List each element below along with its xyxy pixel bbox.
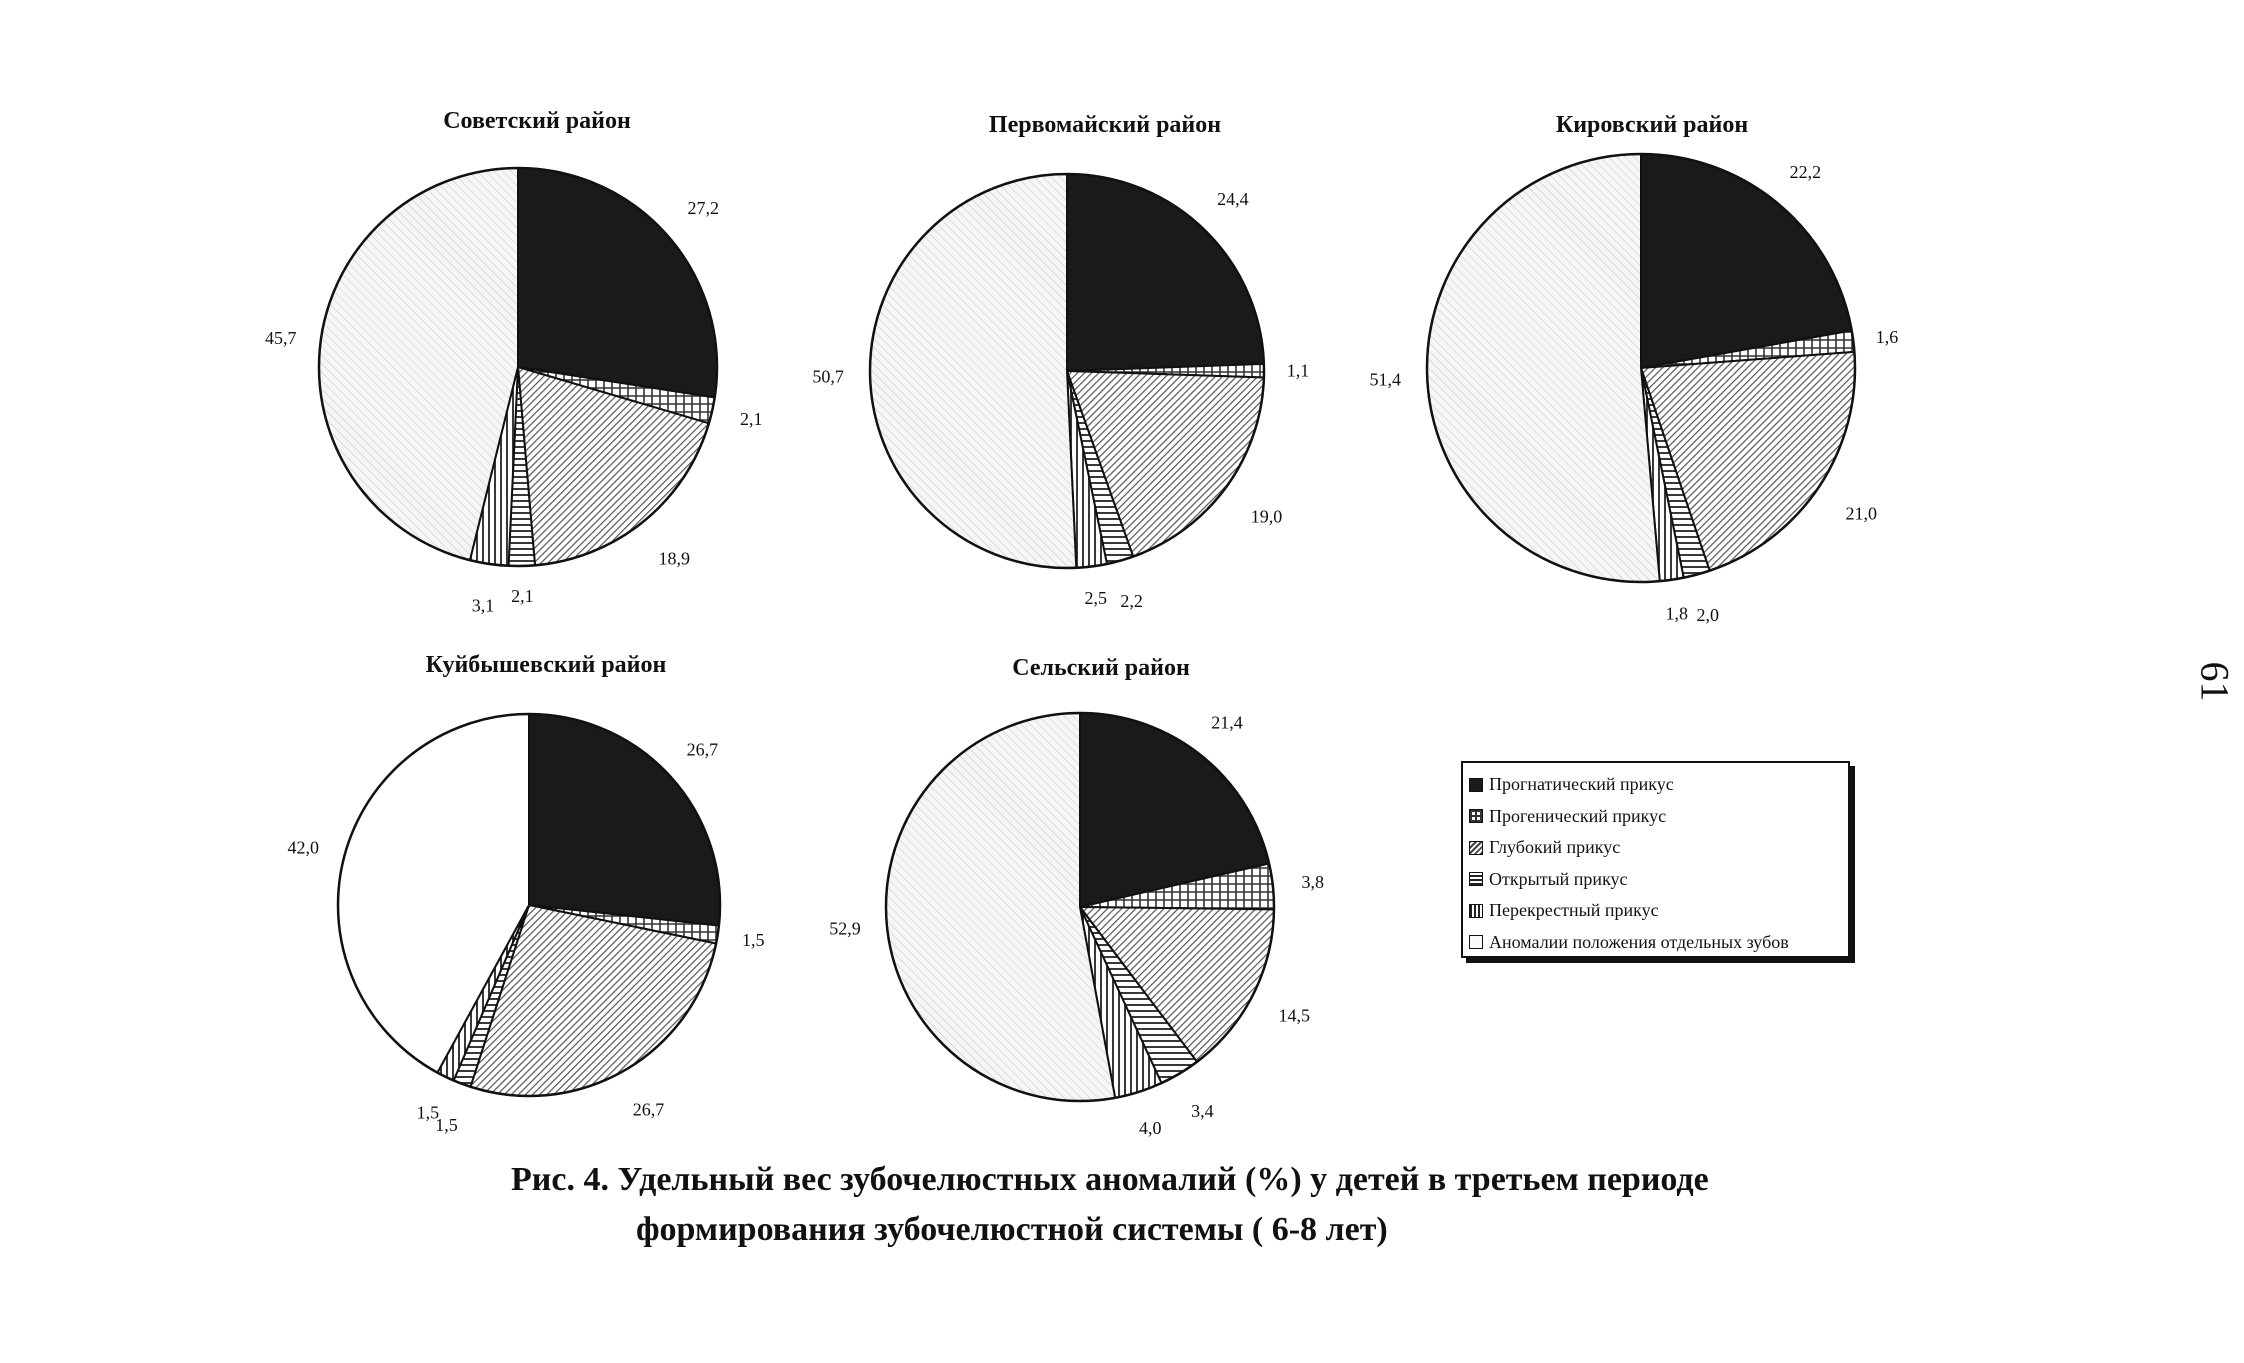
legend-swatch-position [1469, 935, 1483, 950]
legend-item: Аномалии положения отдельных зубов [1469, 927, 1848, 959]
legend-label: Прогенический прикус [1489, 805, 1667, 826]
data-label: 2,1 [740, 409, 763, 429]
pie-chart: 24,4 1,1 19,0 2,2 2,5 50,7 [812, 172, 1310, 611]
figure-caption-line1: Рис. 4. Удельный вес зубочелюстных анома… [511, 1161, 1709, 1198]
chart-title-kuybyshevsky: Куйбышевский район [425, 652, 667, 678]
pie-outline [336, 712, 722, 1098]
pie-chart: 26,71,526,71,51,542,0 [287, 712, 765, 1135]
chart-title-kirovsky: Кировский район [1555, 112, 1749, 138]
data-label: 4,0 [1139, 1118, 1162, 1138]
legend: Прогнатический прикус Прогенический прик… [1461, 761, 1850, 958]
legend-item: Перекрестный прикус [1469, 895, 1848, 927]
legend-item: Прогнатический прикус [1469, 769, 1848, 801]
data-label: 18,9 [658, 548, 690, 568]
data-label: 51,4 [1369, 369, 1401, 389]
data-label: 3,8 [1301, 872, 1324, 892]
pie-chart: 21,4 3,8 14,5 3,4 4,0 52,9 [829, 711, 1324, 1138]
pie-outline [317, 166, 719, 568]
data-label: 1,5 [435, 1115, 458, 1135]
data-label: 1,5 [417, 1103, 440, 1123]
data-label: 2,0 [1697, 605, 1720, 625]
data-label: 2,5 [1084, 588, 1107, 608]
data-label: 45,7 [265, 328, 297, 348]
chart-title-selsky: Сельский район [1012, 655, 1190, 681]
legend-item: Глубокий прикус [1469, 832, 1848, 864]
data-label: 1,5 [742, 930, 765, 950]
legend-label: Открытый прикус [1489, 868, 1628, 889]
legend-item: Открытый прикус [1469, 864, 1848, 896]
data-label: 2,2 [1120, 591, 1143, 611]
data-label: 21,4 [1211, 712, 1243, 732]
chart-title-pervomaysky: Первомайский район [988, 112, 1222, 138]
data-label: 1,8 [1665, 603, 1688, 623]
data-label: 24,4 [1217, 189, 1249, 209]
slice-tooth-position [885, 712, 1117, 1102]
chart-title-sovetsky: Советский район [443, 108, 631, 134]
legend-label: Прогнатический прикус [1489, 774, 1674, 795]
page-number: 61 [2192, 661, 2238, 702]
data-label: 26,7 [633, 1100, 665, 1120]
legend-swatch-progenic [1469, 809, 1483, 824]
pie-outline [884, 711, 1276, 1103]
legend-swatch-open [1469, 872, 1483, 887]
data-label: 27,2 [688, 198, 720, 218]
data-label: 50,7 [812, 367, 844, 387]
data-label: 1,1 [1287, 361, 1310, 381]
data-label: 14,5 [1278, 1005, 1310, 1025]
legend-swatch-cross [1469, 903, 1483, 918]
legend-swatch-deep [1469, 840, 1483, 855]
legend-item: Прогенический прикус [1469, 801, 1848, 833]
pie-outline [868, 172, 1266, 570]
legend-label: Аномалии положения отдельных зубов [1489, 931, 1789, 952]
slice-tooth-position [869, 173, 1078, 569]
data-label: 52,9 [829, 919, 861, 939]
data-label: 21,0 [1845, 504, 1877, 524]
data-label: 3,1 [472, 595, 495, 615]
pie-outline [1425, 152, 1857, 584]
data-label: 19,0 [1251, 507, 1283, 527]
pie-chart: 22,2 1,6 21,0 2,0 1,8 51,4 [1369, 152, 1899, 625]
data-label: 3,4 [1191, 1101, 1214, 1121]
data-label: 22,2 [1790, 162, 1822, 182]
data-label: 42,0 [287, 837, 319, 857]
slice-tooth-position [1425, 153, 1661, 583]
data-label: 1,6 [1876, 327, 1899, 347]
legend-label: Глубокий прикус [1489, 837, 1621, 858]
legend-swatch-prognathic [1469, 777, 1483, 792]
pie-chart: 27,2 2,1 18,9 2,1 3,1 45,7 [265, 166, 763, 615]
data-label: 26,7 [687, 739, 719, 759]
data-label: 2,1 [511, 586, 534, 606]
legend-label: Перекрестный прикус [1489, 900, 1659, 921]
figure-caption-line2: формирования зубочелюстной системы ( 6-8… [636, 1211, 1388, 1248]
